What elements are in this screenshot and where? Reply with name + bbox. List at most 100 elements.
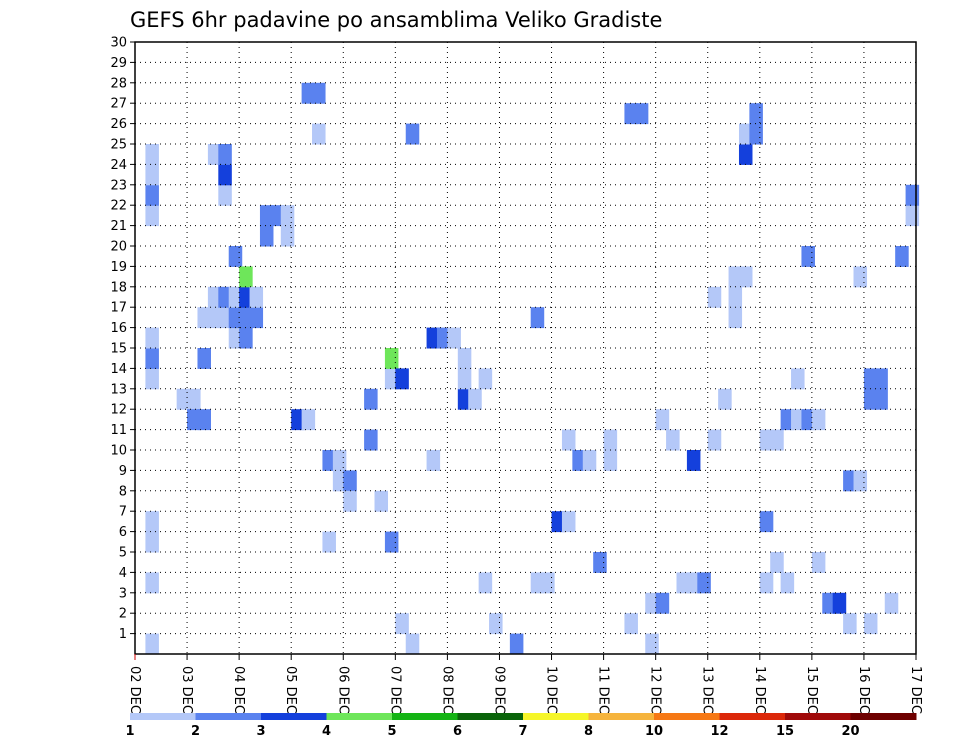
- heat-cell: [551, 511, 566, 533]
- heat-cell: [218, 164, 232, 186]
- heat-cell: [384, 348, 399, 369]
- heat-cell: [468, 388, 482, 410]
- heat-cell: [312, 123, 326, 145]
- heat-cell: [343, 490, 357, 512]
- y-tick-label: 11: [110, 423, 127, 438]
- x-tick-label: 08 DEC: [439, 666, 454, 714]
- heat-cell: [145, 327, 159, 349]
- heat-cell: [603, 429, 618, 451]
- y-tick-label: 8: [119, 484, 127, 499]
- heat-cell: [853, 266, 868, 288]
- heat-cell: [405, 123, 420, 145]
- y-tick-label: 15: [110, 342, 127, 357]
- heat-cell: [822, 592, 836, 614]
- x-axis: 02 DEC 03 DEC 04 DEC 05 DEC 06 DEC 07 DEC 08 D…: [127, 654, 923, 714]
- heat-cell: [749, 103, 763, 125]
- heat-cell: [811, 552, 826, 573]
- heat-cell: [905, 184, 920, 206]
- x-tick-label: 04 DEC: [231, 666, 246, 714]
- heat-cell: [280, 205, 295, 227]
- heat-cell: [145, 205, 159, 227]
- heat-cell: [447, 327, 461, 349]
- heat-cell: [676, 572, 691, 594]
- heat-cell: [707, 286, 722, 308]
- heat-cell: [718, 388, 732, 410]
- x-tick-label: 07 DEC: [387, 666, 402, 714]
- heat-cell: [645, 633, 659, 655]
- heat-cell: [738, 144, 753, 165]
- legend-label: 8: [584, 724, 593, 739]
- heat-cell: [145, 511, 159, 533]
- heat-cell: [259, 225, 274, 247]
- cells-layer: [145, 82, 920, 655]
- x-tick-label: 10 DEC: [544, 666, 559, 714]
- x-tick-label: 09 DEC: [491, 666, 506, 714]
- heat-cell: [645, 592, 659, 614]
- heat-cell: [874, 368, 888, 390]
- legend-label: 7: [518, 724, 527, 739]
- heat-cell: [176, 388, 191, 410]
- heat-cell: [395, 613, 409, 635]
- y-tick-label: 16: [110, 321, 127, 336]
- heat-cell: [509, 633, 524, 655]
- heat-cell: [426, 450, 441, 471]
- x-tick-label: 03 DEC: [179, 666, 194, 714]
- heat-cell: [759, 572, 774, 594]
- heat-cell: [291, 409, 305, 431]
- heat-cell: [478, 572, 493, 594]
- legend-label: 15: [776, 724, 794, 739]
- heat-cell: [686, 572, 701, 594]
- y-tick-label: 26: [110, 117, 127, 132]
- heat-cell: [582, 450, 597, 471]
- heat-cell: [405, 633, 420, 655]
- legend-swatch: [326, 713, 393, 720]
- legend-label: 2: [191, 724, 200, 739]
- heat-cell: [738, 266, 753, 288]
- heat-cell: [478, 368, 493, 390]
- heat-cell: [603, 450, 618, 471]
- heat-cell: [593, 552, 607, 573]
- heat-cell: [530, 307, 545, 329]
- heat-cell: [145, 531, 159, 553]
- legend-swatch: [392, 713, 458, 720]
- heat-cell: [541, 572, 555, 594]
- legend-swatch: [719, 713, 786, 720]
- heat-cell: [457, 368, 472, 390]
- heat-cell: [770, 429, 784, 451]
- y-tick-label: 17: [110, 301, 127, 316]
- y-tick-label: 24: [110, 158, 127, 173]
- legend-swatch: [130, 713, 196, 720]
- y-tick-label: 18: [110, 280, 127, 295]
- heat-cell: [145, 368, 159, 390]
- heat-cell: [426, 327, 441, 349]
- heat-cell: [145, 144, 159, 165]
- heat-cell: [239, 266, 253, 288]
- heat-cell: [332, 450, 347, 471]
- heat-cell: [259, 205, 274, 227]
- heat-cell: [863, 388, 878, 410]
- y-tick-label: 14: [110, 362, 127, 377]
- heat-cell: [655, 409, 670, 431]
- heat-cell: [728, 266, 743, 288]
- heat-cell: [207, 144, 222, 165]
- legend-swatch: [588, 713, 655, 720]
- y-tick-label: 21: [110, 219, 127, 234]
- heat-cell: [634, 103, 649, 125]
- heat-cell: [884, 592, 899, 614]
- y-tick-label: 25: [110, 138, 127, 153]
- x-tick-label: 16 DEC: [856, 666, 871, 714]
- heat-cell: [187, 388, 201, 410]
- y-tick-label: 20: [110, 240, 127, 255]
- heat-cell: [239, 286, 253, 308]
- heat-cell: [395, 368, 409, 390]
- legend-swatch: [785, 713, 851, 720]
- heat-cell: [249, 307, 264, 329]
- legend-label: 10: [645, 724, 663, 739]
- heat-cell: [249, 286, 264, 308]
- heat-cell: [364, 388, 378, 410]
- heat-cell: [187, 409, 201, 431]
- legend-label: 5: [387, 724, 396, 739]
- y-tick-label: 29: [110, 56, 127, 71]
- legend-swatch: [654, 713, 720, 720]
